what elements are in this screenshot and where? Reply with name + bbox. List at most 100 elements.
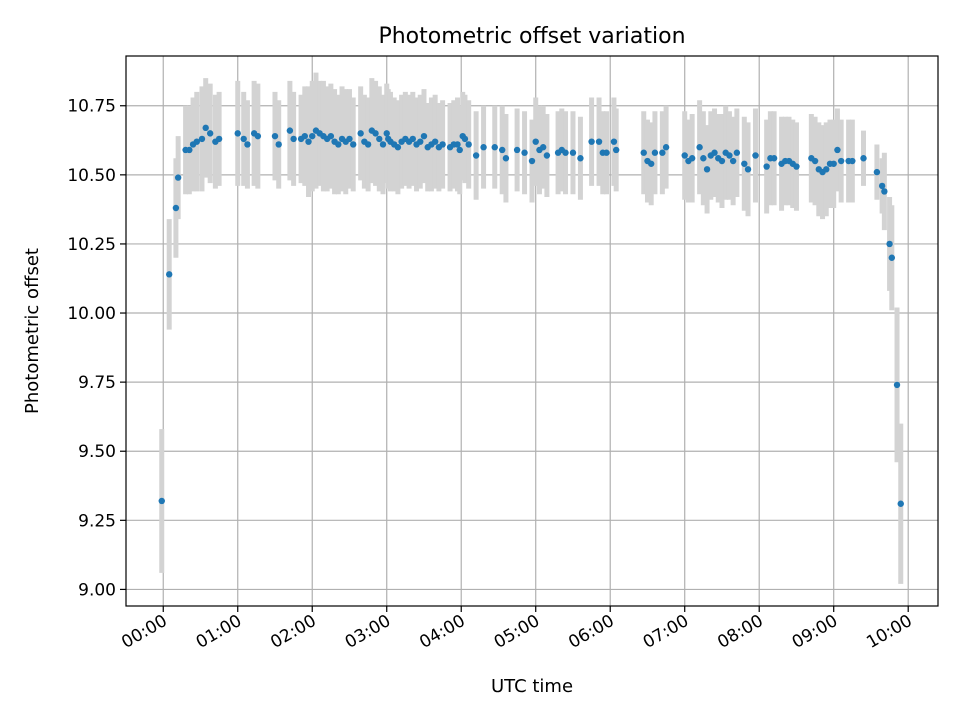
y-tick-label: 10.25 (67, 235, 116, 255)
data-point (198, 135, 206, 143)
data-point (770, 155, 778, 162)
data-point (290, 135, 297, 143)
y-tick-label: 9.00 (78, 580, 116, 600)
plot-area-frame (125, 55, 939, 607)
data-point (491, 144, 498, 151)
data-point (420, 132, 428, 140)
data-point (543, 152, 551, 159)
data-point (744, 166, 752, 173)
data-point (335, 141, 342, 148)
data-point (499, 146, 506, 154)
data-point (461, 135, 469, 143)
data-point (873, 168, 881, 176)
data-point (603, 149, 610, 156)
data-point (881, 188, 888, 195)
data-point (202, 124, 209, 132)
data-point (659, 149, 666, 156)
data-point (569, 149, 577, 156)
data-point (528, 157, 536, 165)
y-tick-label: 9.25 (78, 511, 116, 531)
data-point (539, 144, 547, 151)
data-point (688, 155, 696, 162)
y-axis-label: Photometric offset (22, 248, 43, 414)
data-point (472, 152, 480, 159)
data-point (793, 163, 800, 170)
data-point (729, 157, 737, 165)
data-point (834, 146, 841, 154)
data-point (172, 204, 180, 212)
chart-title: Photometric offset variation (378, 24, 685, 49)
data-point (465, 141, 472, 148)
data-point (309, 132, 316, 140)
data-point (878, 182, 886, 190)
data-point (327, 132, 335, 140)
data-point (811, 157, 819, 165)
data-point (357, 130, 364, 137)
data-point (394, 144, 402, 151)
x-axis-label: UTC time (491, 676, 573, 697)
data-point (700, 155, 707, 162)
data-point (409, 135, 417, 143)
data-point (711, 149, 718, 156)
data-point (254, 132, 262, 140)
data-point (376, 135, 383, 143)
data-point (888, 254, 896, 261)
data-point (417, 138, 424, 145)
data-points (158, 124, 904, 507)
data-point (215, 135, 223, 143)
data-point (275, 141, 282, 148)
data-point (186, 146, 193, 154)
data-point (379, 141, 387, 148)
data-point (651, 149, 659, 156)
data-point (681, 152, 688, 159)
data-point (741, 160, 748, 167)
data-point (431, 138, 439, 145)
data-point (703, 166, 711, 173)
data-point (849, 157, 856, 165)
data-point (718, 157, 726, 165)
data-point (893, 381, 901, 389)
data-point (513, 146, 521, 154)
data-point (193, 138, 200, 145)
data-point (301, 132, 308, 140)
data-point (166, 271, 173, 278)
data-point (206, 130, 214, 137)
data-point (837, 157, 845, 165)
data-point (752, 152, 759, 159)
data-point (271, 132, 279, 140)
data-point (502, 155, 510, 162)
data-point (158, 497, 165, 505)
data-point (350, 141, 357, 148)
data-point (696, 144, 703, 151)
data-point (647, 160, 655, 167)
y-tick-label: 10.50 (67, 166, 116, 186)
data-point (240, 135, 247, 143)
y-tick-label: 10.00 (67, 304, 116, 324)
data-point (612, 146, 620, 154)
data-point (454, 141, 461, 148)
data-point (383, 130, 390, 137)
y-tick-label: 9.75 (78, 373, 116, 393)
data-point (439, 141, 446, 148)
data-point (726, 152, 733, 159)
data-point (456, 146, 463, 154)
data-point (823, 166, 830, 173)
data-point (562, 149, 569, 156)
data-point (662, 144, 670, 151)
data-point (305, 138, 312, 145)
data-point (234, 130, 241, 137)
data-point (174, 174, 182, 181)
data-point (372, 130, 379, 137)
y-tick-label: 9.50 (78, 442, 116, 462)
data-point (595, 138, 603, 145)
data-point (346, 135, 353, 143)
data-point (640, 149, 647, 156)
data-point (480, 144, 487, 151)
data-point (733, 149, 741, 156)
data-point (364, 141, 372, 148)
data-point (610, 138, 618, 145)
data-point (860, 155, 867, 162)
y-tick-label: 10.75 (67, 97, 116, 117)
